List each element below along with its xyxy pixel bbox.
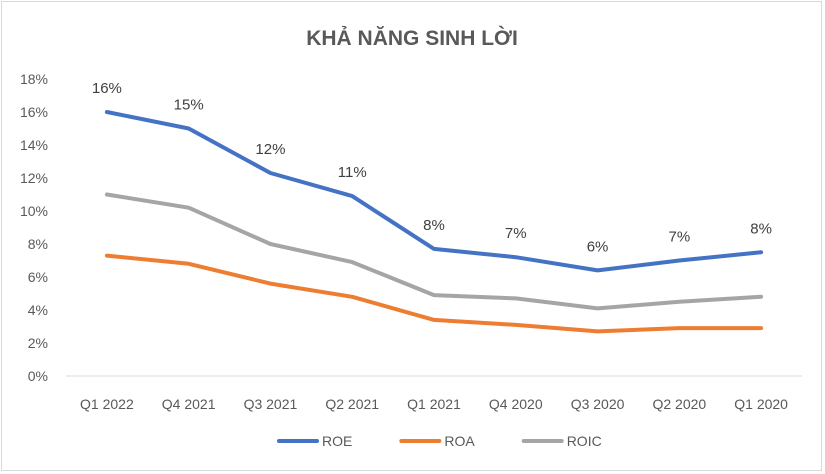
x-tick-label: Q3 2020	[571, 396, 625, 412]
y-axis: 0% 2% 4% 6% 8% 10% 12% 14% 16% 18%	[20, 71, 48, 384]
y-tick-label: 2%	[28, 335, 48, 351]
data-label: 11%	[338, 164, 367, 181]
legend-label-roa: ROA	[444, 433, 475, 449]
data-label: 8%	[423, 217, 445, 234]
legend: ROE ROA ROIC	[277, 433, 602, 449]
y-tick-label: 6%	[28, 269, 48, 285]
x-tick-label: Q3 2021	[244, 396, 298, 412]
data-label: 12%	[255, 141, 285, 158]
y-tick-label: 10%	[20, 203, 48, 219]
x-tick-label: Q2 2021	[325, 396, 379, 412]
x-tick-label: Q4 2020	[489, 396, 543, 412]
data-label: 6%	[587, 238, 609, 255]
y-tick-label: 18%	[20, 71, 48, 87]
series-line-roa	[104, 253, 764, 334]
x-axis: Q1 2022 Q4 2021 Q3 2021 Q2 2021 Q1 2021 Q4 20…	[80, 396, 788, 412]
legend-label-roic: ROIC	[567, 433, 602, 449]
chart-title: KHẢ NĂNG SINH LỜI	[306, 26, 518, 50]
y-tick-label: 12%	[20, 170, 48, 186]
data-labels: 16% 15% 12% 11% 8% 7% 6% 7% 8%	[92, 80, 772, 255]
x-tick-label: Q1 2021	[407, 396, 461, 412]
y-tick-label: 14%	[20, 137, 48, 153]
x-tick-label: Q1 2022	[80, 396, 134, 412]
series-line-roic	[104, 192, 764, 311]
data-label: 7%	[505, 225, 527, 242]
plot-lines	[104, 110, 764, 334]
x-tick-label: Q2 2020	[652, 396, 706, 412]
y-tick-label: 4%	[28, 302, 48, 318]
y-tick-label: 0%	[28, 368, 48, 384]
data-label: 7%	[668, 229, 690, 246]
data-label: 15%	[174, 97, 204, 114]
x-tick-label: Q1 2020	[734, 396, 788, 412]
series-line-roe	[104, 110, 764, 273]
x-tick-label: Q4 2021	[162, 396, 216, 412]
y-tick-label: 16%	[20, 104, 48, 120]
legend-label-roe: ROE	[322, 433, 352, 449]
y-tick-label: 8%	[28, 236, 48, 252]
data-label: 8%	[750, 220, 772, 237]
data-label: 16%	[92, 80, 122, 97]
